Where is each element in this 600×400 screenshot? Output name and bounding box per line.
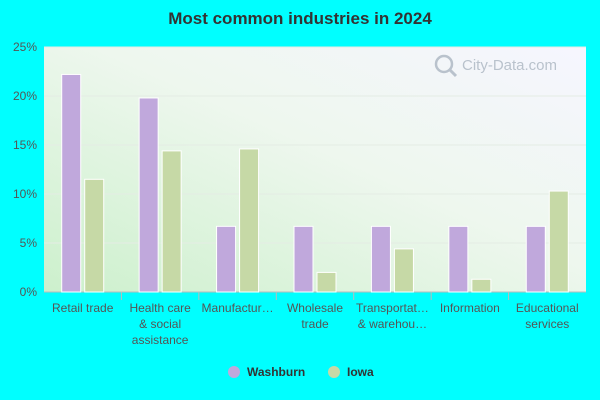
legend-label: Iowa: [347, 365, 374, 379]
bar-iowa[interactable]: [84, 178, 105, 293]
bar-washburn[interactable]: [448, 225, 469, 293]
bar-iowa[interactable]: [161, 150, 182, 293]
x-category-label: Health care & social assistance: [129, 301, 191, 347]
legend-item-iowa[interactable]: Iowa: [328, 365, 374, 379]
watermark: City-Data.com: [434, 54, 557, 78]
x-axis: Retail trade Health care & social assistanc…: [52, 292, 579, 347]
y-tick-label: 15%: [13, 138, 37, 152]
grid-lines: [44, 46, 586, 293]
y-tick-label: 25%: [13, 40, 37, 54]
bar-washburn[interactable]: [370, 225, 391, 293]
chart-title: Most common industries in 2024: [168, 9, 432, 28]
y-axis: 0% 5% 10% 15% 20% 25%: [13, 40, 37, 299]
watermark-icon: [434, 54, 458, 78]
y-tick-label: 0%: [20, 285, 38, 299]
bar-washburn[interactable]: [525, 225, 546, 293]
bar-iowa[interactable]: [471, 278, 492, 293]
bar-iowa[interactable]: [393, 248, 414, 293]
bar-iowa[interactable]: [316, 271, 337, 293]
y-tick-label: 10%: [13, 187, 37, 201]
bar-iowa[interactable]: [239, 148, 260, 293]
bar-iowa[interactable]: [548, 190, 569, 293]
bar-washburn[interactable]: [61, 73, 82, 293]
x-category-label: Information: [440, 301, 500, 315]
y-tick-label: 20%: [13, 89, 37, 103]
x-category-label: Manufactur…: [202, 301, 274, 315]
x-category-label: Retail trade: [52, 301, 114, 315]
plot-area: [44, 47, 586, 292]
watermark-text: City-Data.com: [462, 57, 557, 74]
legend: Washburn Iowa: [228, 365, 374, 379]
legend-item-washburn[interactable]: Washburn: [228, 365, 305, 379]
bar-washburn[interactable]: [216, 225, 237, 293]
bar-washburn[interactable]: [293, 225, 314, 293]
bar-washburn[interactable]: [138, 97, 159, 293]
x-category-label: Educational services: [516, 301, 579, 331]
legend-swatch: [328, 366, 340, 378]
bars: [61, 73, 569, 293]
y-tick-label: 5%: [20, 236, 38, 250]
x-category-label: Transportat… & warehou…: [356, 301, 429, 331]
legend-label: Washburn: [247, 365, 305, 379]
legend-swatch: [228, 366, 240, 378]
x-category-label: Wholesale trade: [287, 301, 343, 331]
